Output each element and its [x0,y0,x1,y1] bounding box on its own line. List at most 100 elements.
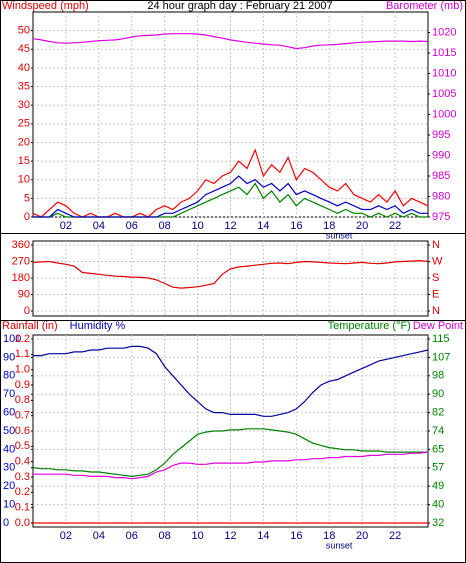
x-tick-label: 22 [389,530,401,542]
plot-frame [32,11,429,218]
chart-title: 24 hour graph day : February 21 2007 [147,0,332,12]
y-tick-label: 90 [432,388,444,400]
y-tick-label: 0.2 [15,486,30,498]
y-tick-label: 50 [18,25,30,37]
y-tick-label: 82 [432,407,444,419]
y-tick-label: 0.4 [15,456,30,468]
x-tick-label: 12 [224,220,236,232]
x-tick-label: 02 [60,530,72,542]
y-tick-label: 1.0 [15,364,30,376]
y-tick-label: 0 [24,305,30,317]
y-tick-label: 100 [3,333,21,345]
y-tick-label: 90 [18,288,30,300]
y-tick-label: N [432,305,440,317]
y-tick-label: 0.6 [15,425,30,437]
y-tick-label: 180 [12,272,30,284]
y-tick-label: 1005 [432,88,456,100]
x-tick-label: 06 [126,530,138,542]
x-tick-label: 16 [290,220,302,232]
y-tick-label: 1.1 [15,348,30,360]
y-tick-label: 0.5 [15,440,30,452]
y-tick-label: 5 [24,192,30,204]
y-tick-label: 50 [3,425,15,437]
y-tick-label: 0.9 [15,379,30,391]
x-tick-label: 18 [323,530,335,542]
x-tick-label: 04 [93,530,105,542]
y-tick-label: 1000 [432,108,456,120]
y-tick-label: 30 [18,99,30,111]
x-tick-label: 10 [191,530,203,542]
axis-label: Barometer (mb) [386,0,463,12]
series-line [32,259,429,289]
y-tick-label: 20 [18,136,30,148]
y-tick-label: 32 [432,517,444,529]
y-tick-label: 90 [3,351,15,363]
y-tick-label: 0.1 [15,502,30,514]
y-tick-label: 57 [432,462,444,474]
y-tick-label: 30 [3,462,15,474]
y-tick-label: 0.8 [15,394,30,406]
y-tick-label: 40 [18,62,30,74]
y-tick-label: 49 [432,480,444,492]
y-tick-label: 1015 [432,47,456,59]
y-tick-label: 1010 [432,67,456,79]
x-tick-label: 16 [290,530,302,542]
x-tick-label: 20 [356,530,368,542]
y-tick-label: 0 [3,517,9,529]
y-tick-label: 270 [12,255,30,267]
y-tick-label: 115 [432,333,450,345]
series-line [33,175,428,218]
y-tick-label: 107 [432,351,450,363]
y-tick-label: 980 [432,190,450,202]
y-tick-label: 360 [12,239,30,251]
series-line [32,428,428,478]
y-tick-label: 35 [18,80,30,92]
annotation: sunset [326,230,353,240]
series-line [32,33,429,50]
y-tick-label: 975 [432,211,450,223]
axis-label: Windspeed (mph) [2,0,89,12]
y-tick-label: 40 [3,443,15,455]
y-tick-label: N [432,239,440,251]
y-tick-label: 80 [3,370,15,382]
y-tick-label: 74 [432,425,444,437]
x-tick-label: 04 [93,220,105,232]
y-tick-label: 70 [3,388,15,400]
y-tick-label: 40 [432,499,444,511]
x-tick-label: 14 [257,220,269,232]
y-tick-label: 20 [3,480,15,492]
x-tick-label: 20 [356,220,368,232]
axis-label: Humidity % [70,320,126,332]
x-tick-label: 08 [159,220,171,232]
y-tick-label: 15 [18,155,30,167]
y-tick-label: 10 [3,499,15,511]
y-tick-label: 60 [3,407,15,419]
y-tick-label: 985 [432,170,450,182]
y-tick-label: W [432,255,443,267]
y-tick-label: 0.3 [15,471,30,483]
y-tick-label: 10 [18,174,30,186]
x-tick-label: 08 [159,530,171,542]
y-tick-label: 0.7 [15,410,30,422]
annotation: sunset [326,540,353,550]
x-tick-label: 22 [389,220,401,232]
y-tick-label: E [432,288,439,300]
x-tick-label: 12 [224,530,236,542]
y-tick-label: S [432,272,439,284]
axis-label: Rainfall (in) [2,320,58,332]
y-tick-label: 45 [18,43,30,55]
y-tick-label: 65 [432,443,444,455]
y-tick-label: 990 [432,149,450,161]
x-tick-label: 18 [323,220,335,232]
y-tick-label: 0 [24,211,30,223]
y-tick-label: 1.2 [15,333,30,345]
y-tick-label: 995 [432,129,450,141]
y-tick-label: 25 [18,118,30,130]
x-tick-label: 14 [257,530,269,542]
y-tick-label: 1020 [432,26,456,38]
y-tick-label: 98 [432,370,444,382]
axis-label: Temperature (°F) [328,320,411,332]
axis-label: Dew Point [413,320,463,332]
series-line [33,345,429,417]
